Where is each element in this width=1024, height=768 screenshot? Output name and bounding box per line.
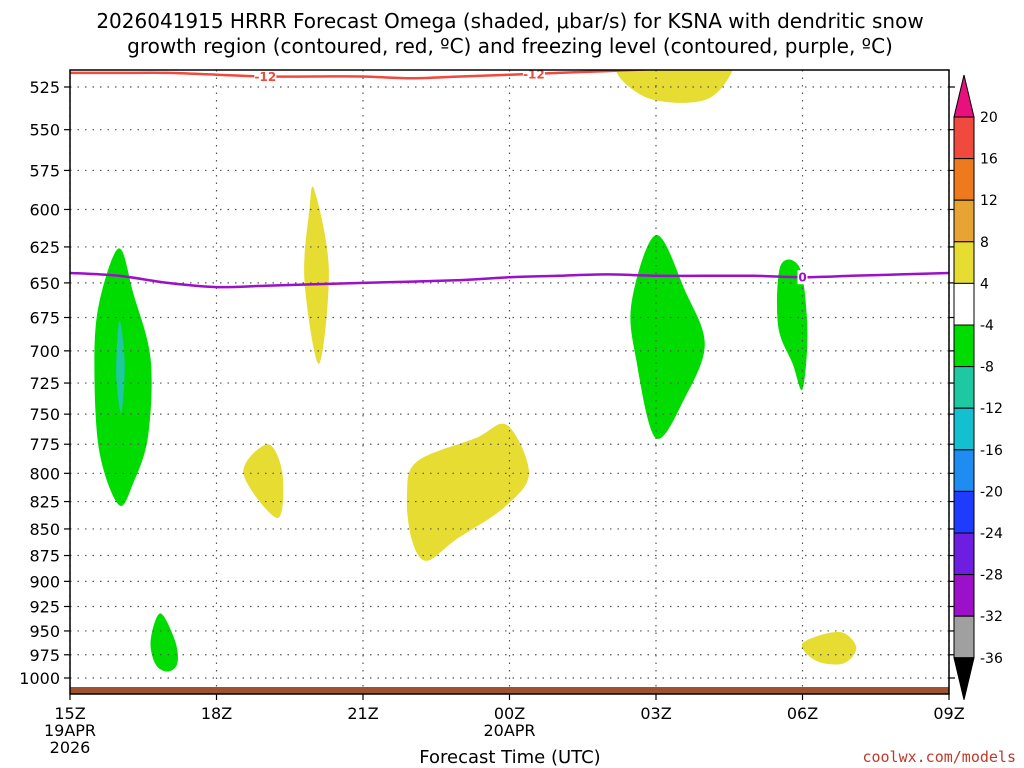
omega-region-pos-5 bbox=[801, 631, 857, 665]
colorbar-label-20: 20 bbox=[980, 110, 998, 126]
contours: 0 -12 -12 bbox=[70, 67, 949, 289]
y-tick-label-925: 925 bbox=[29, 597, 60, 616]
y-tick-label-725: 725 bbox=[29, 374, 60, 393]
omega-region-pos-2 bbox=[243, 444, 284, 519]
colorbar-label--16: -16 bbox=[980, 443, 1003, 459]
y-tick-label-900: 900 bbox=[29, 572, 60, 591]
y-tick-label-525: 525 bbox=[29, 78, 60, 97]
colorbar: 20 16 12 8 4 -4 -8 -12 -16 -20 -24 -28 -32 -36 bbox=[953, 74, 1003, 700]
colorbar-swatch-8 bbox=[953, 407, 975, 451]
y-tick-label-775: 775 bbox=[29, 435, 60, 454]
y-tick-label-700: 700 bbox=[29, 342, 60, 361]
colorbar-label--20: -20 bbox=[980, 484, 1003, 500]
colorbar-swatch-6 bbox=[953, 324, 975, 368]
colorbar-label--8: -8 bbox=[980, 360, 994, 376]
colorbar-swatch-2 bbox=[953, 158, 975, 201]
y-tick-label-650: 650 bbox=[29, 274, 60, 293]
x-tick-sublabel-00Z: 20APR bbox=[483, 721, 535, 740]
colorbar-swatch-5 bbox=[953, 282, 975, 326]
colorbar-top-arrow bbox=[953, 74, 975, 118]
y-tick-label-600: 600 bbox=[29, 200, 60, 219]
y-tick-label-1000: 1000 bbox=[19, 669, 60, 688]
colorbar-label-4: 4 bbox=[980, 276, 989, 292]
dgz-contour-label-0: -12 bbox=[254, 70, 276, 84]
credit-text: coolwx.com/models bbox=[862, 748, 1016, 766]
x-tick-label-09Z: 09Z bbox=[933, 704, 964, 723]
x-tick-label-21Z: 21Z bbox=[347, 704, 378, 723]
y-tick-label-850: 850 bbox=[29, 520, 60, 539]
y-tick-label-875: 875 bbox=[29, 547, 60, 566]
y-tick-label-825: 825 bbox=[29, 493, 60, 512]
y-axis: 525 550 575 600 625 650 675 700 725 750 775 800 825 8… bbox=[19, 78, 955, 688]
y-tick-label-675: 675 bbox=[29, 309, 60, 328]
colorbar-label--36: -36 bbox=[980, 651, 1003, 667]
x-tick-label-03Z: 03Z bbox=[640, 704, 671, 723]
omega-region-pos-3 bbox=[406, 423, 530, 561]
colorbar-swatch-4 bbox=[953, 241, 975, 284]
colorbar-swatch-1 bbox=[953, 116, 975, 160]
dgz-label-bg-0 bbox=[254, 70, 277, 84]
colorbar-label-16: 16 bbox=[980, 152, 998, 168]
colorbar-swatch-10 bbox=[953, 490, 975, 534]
chart-title-line1: 2026041915 HRRR Forecast Omega (shaded, … bbox=[96, 9, 923, 33]
colorbar-bottom-arrow bbox=[953, 657, 975, 700]
omega-region-neg-1-core bbox=[116, 320, 125, 414]
omega-region-pos-1 bbox=[304, 186, 329, 364]
colorbar-swatch-12 bbox=[953, 574, 975, 617]
dgz-label-bg-1 bbox=[522, 70, 545, 81]
y-tick-label-800: 800 bbox=[29, 464, 60, 483]
freezing-level-label: 0 bbox=[798, 271, 806, 285]
colorbar-label--12: -12 bbox=[980, 401, 1003, 417]
x-tick-label-00Z: 00Z bbox=[494, 704, 525, 723]
colorbar-swatch-13 bbox=[953, 615, 975, 659]
freezing-level-label-bg bbox=[797, 270, 808, 285]
surface-ground bbox=[70, 687, 949, 694]
x-axis-label: Forecast Time (UTC) bbox=[419, 747, 600, 768]
y-tick-label-625: 625 bbox=[29, 238, 60, 257]
y-tick-label-750: 750 bbox=[29, 405, 60, 424]
dgz-contour-line bbox=[70, 70, 647, 80]
colorbar-label--4: -4 bbox=[980, 318, 994, 334]
colorbar-swatch-3 bbox=[953, 199, 975, 243]
y-tick-label-975: 975 bbox=[29, 646, 60, 665]
x-tick-year-15Z: 2026 bbox=[50, 738, 91, 757]
omega-region-neg-3 bbox=[630, 235, 705, 440]
x-tick-label-18Z: 18Z bbox=[201, 704, 232, 723]
colorbar-label--24: -24 bbox=[980, 526, 1003, 542]
colorbar-swatch-7 bbox=[953, 366, 975, 409]
colorbar-label--32: -32 bbox=[980, 609, 1003, 625]
colorbar-label-8: 8 bbox=[980, 235, 989, 251]
colorbar-label-12: 12 bbox=[980, 193, 998, 209]
y-tick-label-950: 950 bbox=[29, 622, 60, 641]
omega-region-neg-4 bbox=[776, 259, 808, 391]
omega-region-pos-4 bbox=[615, 70, 733, 103]
y-tick-label-575: 575 bbox=[29, 161, 60, 180]
x-tick-sublabel-15Z: 19APR bbox=[44, 721, 96, 740]
y-tick-label-550: 550 bbox=[29, 121, 60, 140]
colorbar-swatch-9 bbox=[953, 449, 975, 492]
x-tick-label-15Z: 15Z bbox=[54, 704, 85, 723]
omega-region-neg-2 bbox=[150, 613, 178, 672]
x-tick-label-06Z: 06Z bbox=[787, 704, 818, 723]
omega-regions bbox=[94, 70, 857, 672]
colorbar-swatch-11 bbox=[953, 532, 975, 576]
colorbar-label--28: -28 bbox=[980, 568, 1003, 584]
chart-title-line2: growth region (contoured, red, ºC) and f… bbox=[127, 34, 893, 58]
dgz-contour-label-1: -12 bbox=[523, 67, 545, 81]
plot-area: 0 -12 -12 bbox=[69, 67, 950, 695]
